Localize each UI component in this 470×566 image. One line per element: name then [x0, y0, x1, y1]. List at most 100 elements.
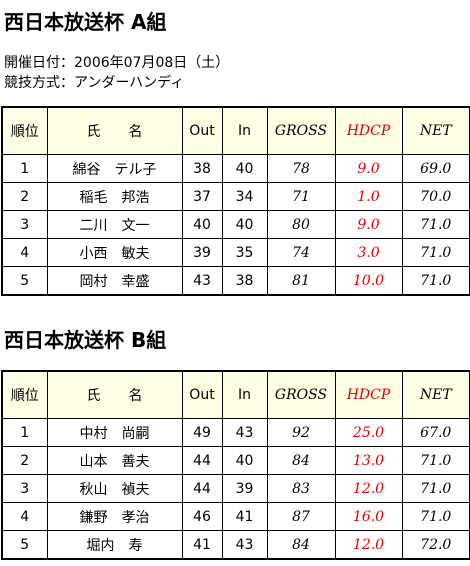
cell: 78 — [266, 154, 336, 183]
cell: 71.0 — [401, 210, 470, 239]
cell: 稲毛 邦浩 — [46, 182, 183, 211]
cell: 71.0 — [401, 446, 470, 475]
header-row: 順位氏 名 Out In GROSS HDCP NET — [1, 106, 470, 155]
cell: 71.0 — [401, 238, 470, 267]
cell: 3 — [1, 474, 48, 503]
cell: 35 — [221, 238, 268, 267]
section-title: 西日本放送杯 B組 — [4, 328, 167, 352]
cell: 44 — [181, 474, 223, 503]
cell: 1 — [1, 154, 48, 183]
cell: 5 — [1, 530, 48, 560]
cell: 87 — [266, 502, 336, 531]
cell: 40 — [221, 446, 268, 475]
header-row: 順位氏 名 Out In GROSS HDCP NET — [1, 370, 470, 419]
cell: 10.0 — [334, 266, 403, 296]
cell: 92 — [266, 418, 336, 447]
header-cell: In — [221, 370, 268, 419]
cell: 40 — [221, 210, 268, 239]
header-cell: NET — [401, 106, 470, 155]
cell: 綿谷 テル子 — [46, 154, 183, 183]
cell: 山本 善夫 — [46, 446, 183, 475]
header-cell: Out — [181, 106, 223, 155]
cell: 13.0 — [334, 446, 403, 475]
cell: 41 — [181, 530, 223, 560]
cell: 3 — [1, 210, 48, 239]
info-line: 競技方式：アンダーハンディ — [4, 75, 185, 91]
cell: 43 — [221, 418, 268, 447]
cell: 9.0 — [334, 154, 403, 183]
cell: 84 — [266, 446, 336, 475]
cell: 5 — [1, 266, 48, 296]
cell: 39 — [181, 238, 223, 267]
cell: 12.0 — [334, 530, 403, 560]
cell: 72.0 — [401, 530, 470, 560]
cell: 38 — [221, 266, 268, 296]
cell: 二川 文一 — [46, 210, 183, 239]
cell: 71.0 — [401, 502, 470, 531]
header-cell: Out — [181, 370, 223, 419]
header-cell: 順位 — [1, 370, 48, 419]
cell: 3.0 — [334, 238, 403, 267]
cell: 4 — [1, 238, 48, 267]
data-row: 4 鎌野 孝治 46 41 87 16.0 71.0 — [1, 502, 470, 531]
header-cell: 氏 名 — [46, 106, 183, 155]
cell: 71 — [266, 182, 336, 211]
cell: 40 — [221, 154, 268, 183]
cell: 16.0 — [334, 502, 403, 531]
cell: 2 — [1, 446, 48, 475]
data-row: 4 小西 敏夫 39 35 74 3.0 71.0 — [1, 238, 470, 267]
header-cell: In — [221, 106, 268, 155]
header-cell: NET — [401, 370, 470, 419]
cell: 2 — [1, 182, 48, 211]
cell: 67.0 — [401, 418, 470, 447]
cell: 12.0 — [334, 474, 403, 503]
info-line: 開催日付：2006年07月08日（土） — [4, 55, 230, 71]
cell: 80 — [266, 210, 336, 239]
cell: 44 — [181, 446, 223, 475]
data-row: 5 堀内 寿 41 43 84 12.0 72.0 — [1, 530, 470, 560]
cell: 71.0 — [401, 474, 470, 503]
cell: 84 — [266, 530, 336, 560]
cell: 43 — [181, 266, 223, 296]
cell: 40 — [181, 210, 223, 239]
cell: 41 — [221, 502, 268, 531]
cell: 38 — [181, 154, 223, 183]
cell: 1.0 — [334, 182, 403, 211]
cell: 小西 敏夫 — [46, 238, 183, 267]
cell: 39 — [221, 474, 268, 503]
results-table: 順位氏 名 Out In GROSS HDCP NET 1 中村 尚嗣 49 43 92 25.0 67… — [1, 370, 470, 560]
header-cell: HDCP — [334, 106, 403, 155]
cell: 70.0 — [401, 182, 470, 211]
cell: 25.0 — [334, 418, 403, 447]
cell: 岡村 幸盛 — [46, 266, 183, 296]
header-cell: 順位 — [1, 106, 48, 155]
cell: 堀内 寿 — [46, 530, 183, 560]
cell: 43 — [221, 530, 268, 560]
cell: 9.0 — [334, 210, 403, 239]
cell: 4 — [1, 502, 48, 531]
data-row: 3 二川 文一 40 40 80 9.0 71.0 — [1, 210, 470, 239]
data-row: 1 綿谷 テル子 38 40 78 9.0 69.0 — [1, 154, 470, 183]
cell: 1 — [1, 418, 48, 447]
header-cell: GROSS — [266, 370, 336, 419]
cell: 中村 尚嗣 — [46, 418, 183, 447]
data-row: 1 中村 尚嗣 49 43 92 25.0 67.0 — [1, 418, 470, 447]
data-row: 3 秋山 禎夫 44 39 83 12.0 71.0 — [1, 474, 470, 503]
cell: 71.0 — [401, 266, 470, 296]
cell: 鎌野 孝治 — [46, 502, 183, 531]
cell: 46 — [181, 502, 223, 531]
cell: 49 — [181, 418, 223, 447]
cell: 83 — [266, 474, 336, 503]
cell: 34 — [221, 182, 268, 211]
cell: 81 — [266, 266, 336, 296]
data-row: 5 岡村 幸盛 43 38 81 10.0 71.0 — [1, 266, 470, 296]
data-row: 2 稲毛 邦浩 37 34 71 1.0 70.0 — [1, 182, 470, 211]
header-cell: GROSS — [266, 106, 336, 155]
cell: 37 — [181, 182, 223, 211]
cell: 69.0 — [401, 154, 470, 183]
cell: 74 — [266, 238, 336, 267]
cell: 秋山 禎夫 — [46, 474, 183, 503]
header-cell: 氏 名 — [46, 370, 183, 419]
section-title: 西日本放送杯 A組 — [4, 10, 167, 34]
